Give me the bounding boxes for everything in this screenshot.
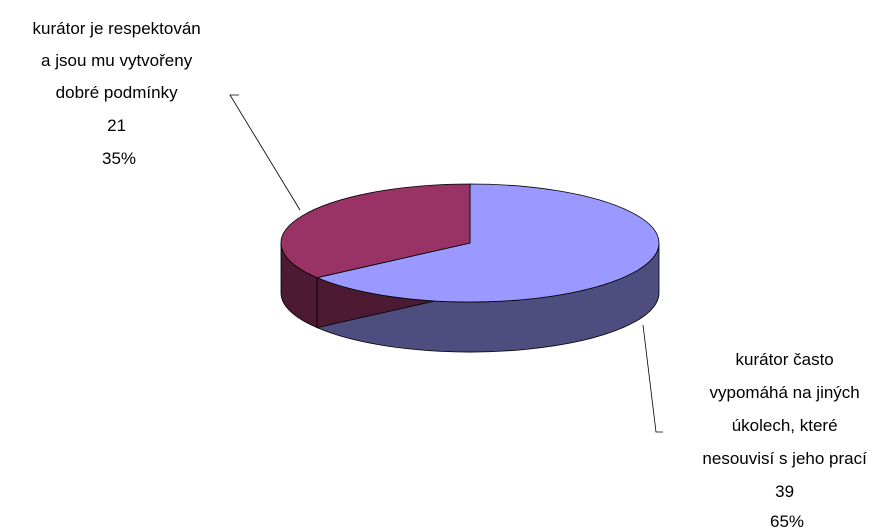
data-label-slice-0: kurátor často vypomáhá na jiných úkolech… (702, 350, 871, 527)
label-line: nesouvisí s jeho prací (702, 449, 867, 468)
leader-lines (229, 94, 663, 433)
label-line: kurátor je respektován (33, 19, 201, 38)
percent-label: 35% (102, 149, 136, 168)
pie-tops (280, 183, 660, 303)
value-label: 39 (775, 482, 794, 501)
label-line: kurátor často (736, 350, 834, 369)
pie-slice-1 (280, 183, 471, 279)
leader-line-slice-1 (229, 94, 301, 211)
label-line: a jsou mu vytvořeny (41, 51, 193, 70)
label-line: dobré podmínky (56, 83, 178, 102)
percent-label: 65% (770, 512, 804, 527)
leader-line-slice-0 (642, 324, 663, 433)
label-line: úkolech, které (732, 416, 838, 435)
value-label: 21 (107, 116, 126, 135)
pie-slice-0 (315, 183, 660, 303)
data-label-slice-1: kurátor je respektován a jsou mu vytvoře… (33, 19, 206, 168)
label-line: vypomáhá na jiných (710, 383, 860, 402)
